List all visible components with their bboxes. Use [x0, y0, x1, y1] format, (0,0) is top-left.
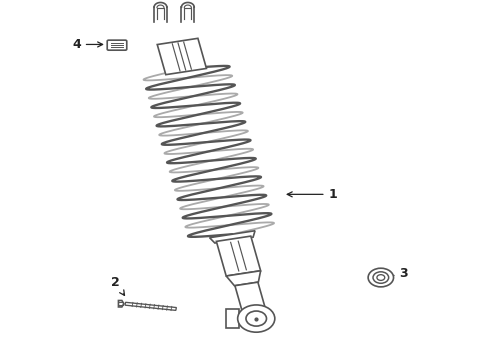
Polygon shape — [235, 282, 265, 311]
Polygon shape — [157, 38, 206, 75]
Polygon shape — [226, 271, 261, 286]
Polygon shape — [244, 308, 265, 321]
Polygon shape — [226, 309, 240, 328]
Circle shape — [377, 275, 385, 280]
Polygon shape — [119, 301, 124, 307]
Text: 3: 3 — [385, 267, 408, 280]
Polygon shape — [217, 236, 261, 276]
Polygon shape — [210, 231, 255, 243]
FancyBboxPatch shape — [107, 40, 127, 50]
Text: 4: 4 — [72, 38, 102, 51]
Text: 1: 1 — [287, 188, 337, 201]
Polygon shape — [125, 302, 176, 310]
Circle shape — [368, 268, 393, 287]
Circle shape — [238, 305, 275, 332]
Text: 2: 2 — [111, 276, 124, 296]
